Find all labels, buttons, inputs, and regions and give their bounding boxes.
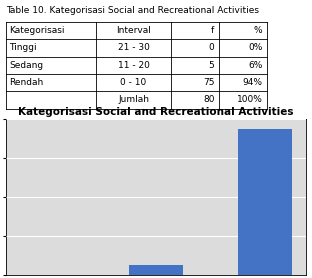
Text: Sedang: Sedang bbox=[9, 61, 43, 70]
Text: Table 10. Kategorisasi Social and Recreational Activities: Table 10. Kategorisasi Social and Recrea… bbox=[6, 6, 259, 15]
Text: 21 - 30: 21 - 30 bbox=[118, 43, 149, 52]
Text: f: f bbox=[211, 26, 214, 35]
Text: 5: 5 bbox=[209, 61, 214, 70]
Text: 6%: 6% bbox=[248, 61, 262, 70]
Text: Tinggi: Tinggi bbox=[9, 43, 37, 52]
Text: 94%: 94% bbox=[242, 78, 262, 87]
Text: Interval: Interval bbox=[116, 26, 151, 35]
Text: Jumlah: Jumlah bbox=[118, 95, 149, 105]
Text: 80: 80 bbox=[203, 95, 214, 105]
Text: 0%: 0% bbox=[248, 43, 262, 52]
Text: 11 - 20: 11 - 20 bbox=[118, 61, 149, 70]
Text: 75: 75 bbox=[203, 78, 214, 87]
Bar bbox=[238, 129, 292, 275]
Bar bbox=[129, 265, 183, 275]
Text: 0: 0 bbox=[209, 43, 214, 52]
Title: Kategorisasi Social and Recreational Activities: Kategorisasi Social and Recreational Act… bbox=[18, 107, 294, 117]
Text: 0 - 10: 0 - 10 bbox=[120, 78, 147, 87]
Text: 100%: 100% bbox=[236, 95, 262, 105]
Text: Rendah: Rendah bbox=[9, 78, 43, 87]
Text: %: % bbox=[254, 26, 262, 35]
Text: Kategorisasi: Kategorisasi bbox=[9, 26, 65, 35]
